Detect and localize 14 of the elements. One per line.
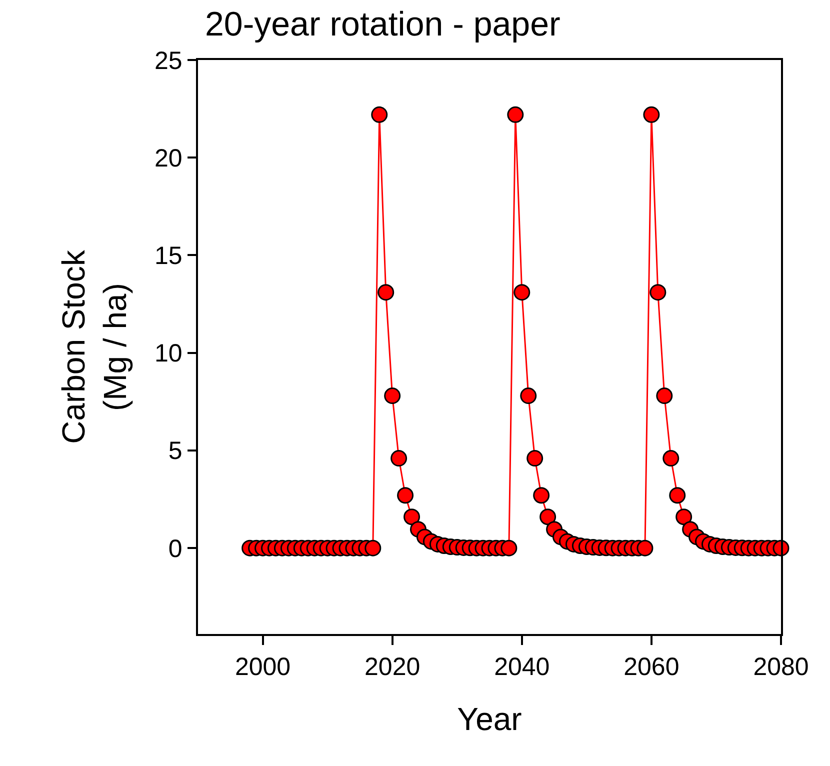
- y-tick-label: 20: [154, 144, 182, 172]
- x-tick-label: 2060: [624, 652, 680, 681]
- y-tick-label: 5: [168, 437, 182, 466]
- y-tick-label: 10: [154, 340, 182, 368]
- x-tick-label: 2040: [494, 652, 550, 681]
- y-axis-title: Carbon Stock (Mg / ha): [56, 249, 134, 444]
- y-tick-label: 0: [168, 534, 182, 563]
- y-tick-label: 15: [154, 242, 182, 270]
- chart-title: 20-year rotation - paper: [205, 5, 560, 44]
- x-axis-title: Year: [457, 701, 522, 738]
- x-tick-label: 2020: [364, 652, 420, 681]
- x-tick-label: 2000: [234, 652, 291, 681]
- y-tick-label: 25: [154, 46, 182, 75]
- x-tick-label: 2080: [753, 652, 809, 681]
